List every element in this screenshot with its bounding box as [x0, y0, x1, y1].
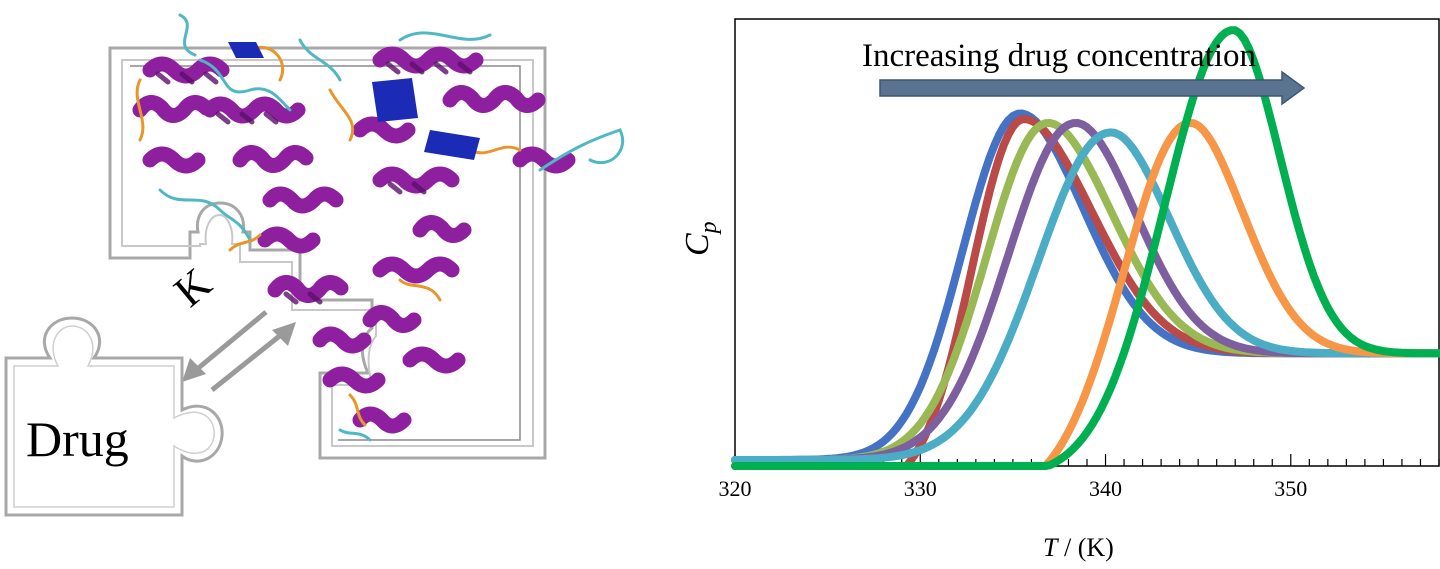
- series-line-6: [731, 119, 1440, 470]
- concentration-arrow-shape: [879, 70, 1306, 106]
- chart-annotation: Increasing drug concentration: [862, 38, 1256, 74]
- x-axis-label-unit: / (K): [1057, 533, 1113, 562]
- concentration-arrow: [879, 70, 1306, 106]
- dissociation-arrowhead: [182, 358, 206, 382]
- drug-piece-outline: [4, 316, 224, 517]
- outline-inner: [121, 59, 534, 447]
- x-tick-label: 330: [904, 476, 937, 501]
- heat-capacity-chart: 320 330 340 350 Increasing drug concentrati…: [679, 18, 1440, 562]
- equilibrium-arrows: [182, 310, 296, 392]
- series-line-4: [731, 119, 1440, 464]
- series-line-7: [731, 26, 1440, 470]
- x-tick-label: 320: [719, 476, 752, 501]
- series-line-3: [731, 119, 1440, 464]
- x-tick-label: 340: [1089, 476, 1122, 501]
- y-axis-label-var: C: [679, 233, 716, 256]
- association-arrowhead: [272, 322, 296, 346]
- x-tick-labels: 320 330 340 350: [719, 476, 1308, 501]
- series-line-5: [731, 128, 1440, 464]
- outline-innermost: [130, 65, 521, 441]
- drug-puzzle-piece: [4, 316, 224, 517]
- protein-coils-cyan: [158, 13, 625, 442]
- drug-piece-inner-outline: [13, 325, 215, 508]
- y-axis-label: Cp: [679, 221, 722, 256]
- x-axis-label-var: T: [1043, 533, 1059, 562]
- series-layer: [731, 26, 1440, 470]
- y-axis-label-sub: p: [696, 221, 722, 235]
- drug-label: Drug: [26, 411, 129, 467]
- protein-ribbon: [132, 13, 625, 442]
- protein-strands-blue: [228, 42, 480, 160]
- dissociation-arrow: [194, 310, 268, 372]
- binding-illustration: K Drug: [4, 13, 625, 517]
- x-tick-label: 350: [1274, 476, 1307, 501]
- protein-helix-shading: [155, 61, 473, 305]
- association-arrow: [210, 332, 284, 392]
- protein-helices: [132, 46, 576, 434]
- binding-constant-label: K: [165, 258, 221, 316]
- x-axis-label: T / (K): [1043, 533, 1114, 562]
